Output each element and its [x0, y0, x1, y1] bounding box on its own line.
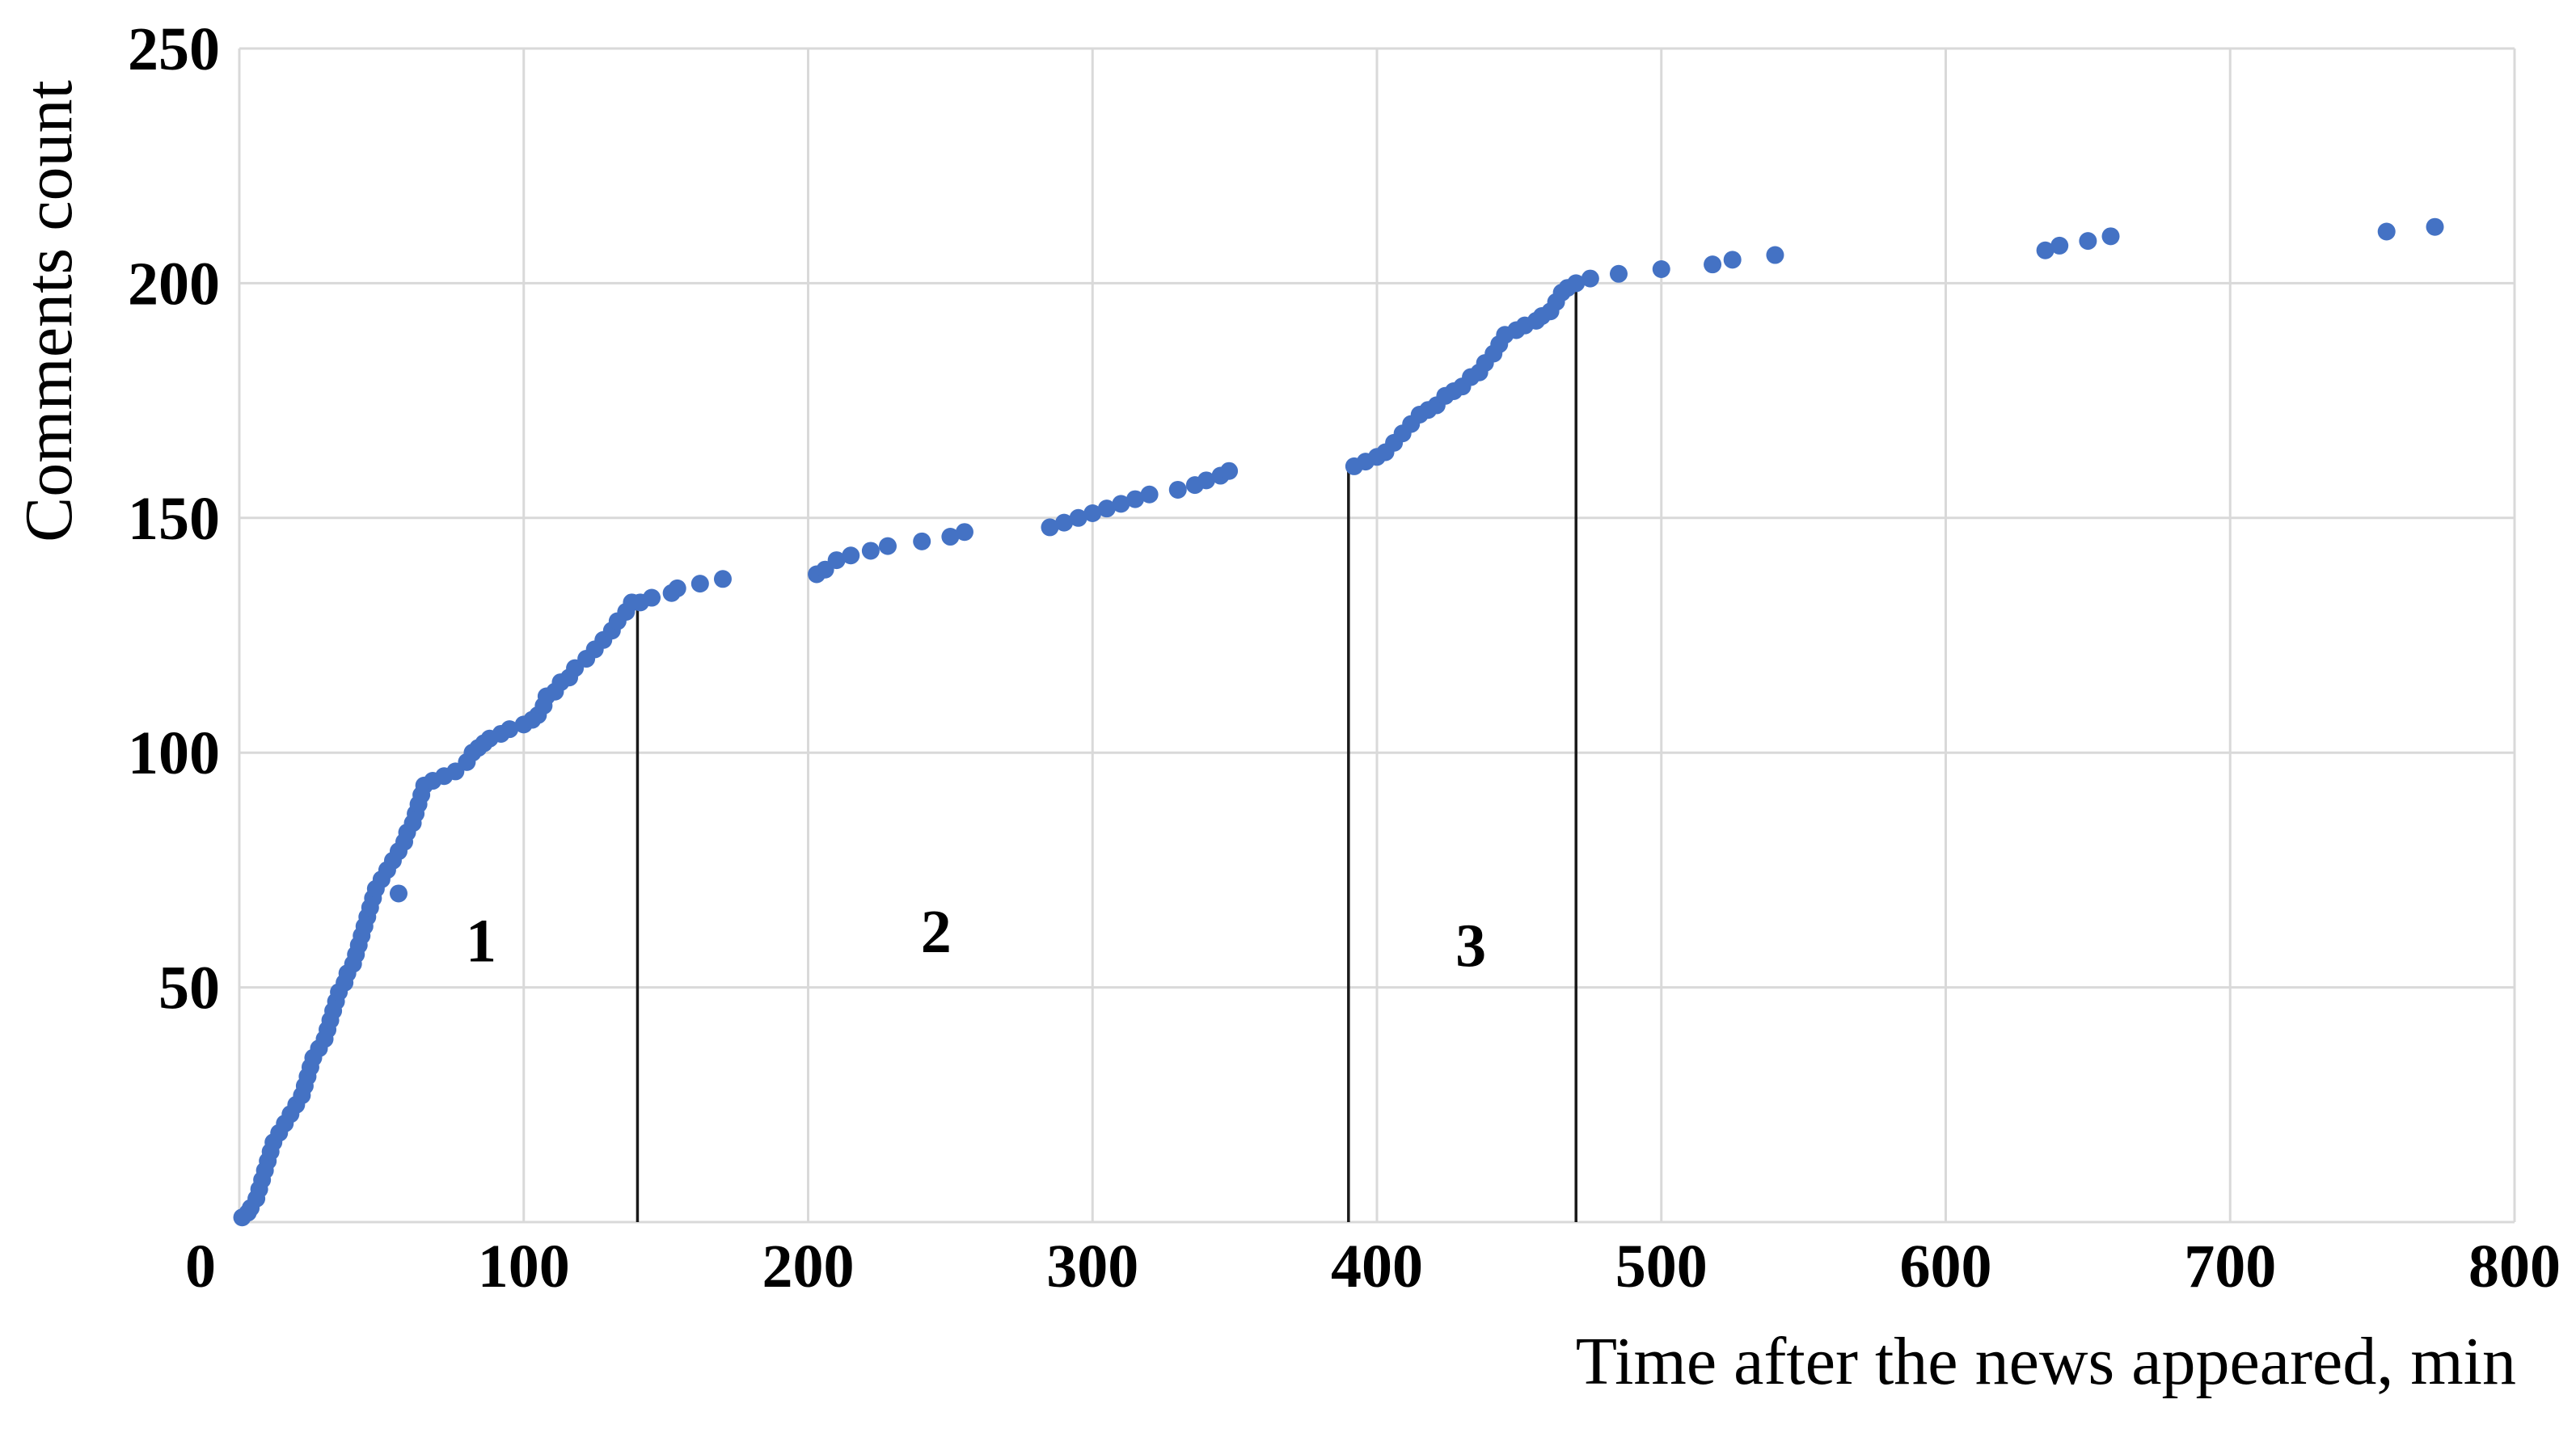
- data-point: [2050, 236, 2069, 255]
- y-tick-label-250: 250: [128, 15, 220, 83]
- data-point: [941, 528, 960, 546]
- data-point: [1220, 462, 1239, 480]
- x-tick-label-200: 200: [762, 1233, 855, 1300]
- data-point: [389, 884, 408, 903]
- data-point: [913, 532, 931, 550]
- data-point: [1083, 504, 1102, 522]
- data-point: [713, 570, 732, 588]
- data-point: [1609, 264, 1628, 283]
- data-point: [500, 720, 519, 739]
- grid-lines: [238, 47, 2516, 1224]
- data-point: [1652, 259, 1670, 278]
- x-tick-label-400: 400: [1331, 1233, 1423, 1300]
- data-point: [955, 523, 973, 542]
- data-point: [668, 579, 686, 597]
- tick-labels: 0 100 200 300 400 500 600 700 800 50 100 150 200 250: [128, 15, 2561, 1300]
- data-point: [1197, 471, 1215, 490]
- data-point: [1041, 518, 1059, 537]
- data-point: [1112, 495, 1130, 513]
- data-point: [878, 537, 897, 555]
- data-point: [690, 575, 709, 593]
- phase-labels: 1 2 3: [466, 898, 1486, 980]
- data-point: [1126, 490, 1145, 508]
- data-point: [2079, 232, 2097, 251]
- x-tick-label-0: 0: [185, 1233, 216, 1300]
- data-point: [1069, 508, 1087, 527]
- data-point: [861, 542, 880, 560]
- phase-label-2: 2: [921, 898, 952, 966]
- data-point: [2101, 227, 2120, 246]
- data-point: [1567, 274, 1586, 293]
- y-tick-label-200: 200: [128, 250, 220, 318]
- segment-boundaries: [636, 283, 1577, 1222]
- y-tick-label-150: 150: [128, 485, 220, 553]
- x-tick-label-500: 500: [1615, 1233, 1708, 1300]
- data-point: [1704, 255, 1722, 274]
- data-point: [1140, 485, 1159, 504]
- data-point: [1766, 246, 1784, 264]
- data-point: [827, 551, 846, 570]
- x-tick-label-100: 100: [478, 1233, 570, 1300]
- x-tick-label-600: 600: [1900, 1233, 1992, 1300]
- x-tick-label-700: 700: [2184, 1233, 2276, 1300]
- x-axis-title: Time after the news appeared, min: [1576, 1324, 2516, 1399]
- data-point: [842, 546, 860, 565]
- data-point: [1723, 251, 1742, 269]
- phase-label-1: 1: [466, 908, 496, 976]
- data-points: [233, 217, 2444, 1227]
- data-point: [2377, 222, 2396, 241]
- data-point: [1055, 513, 1074, 532]
- y-axis-title: Comments count: [11, 80, 87, 542]
- data-point: [1097, 500, 1116, 518]
- data-point: [1168, 480, 1187, 499]
- data-point: [643, 588, 661, 607]
- data-point: [2426, 217, 2444, 236]
- x-tick-label-300: 300: [1046, 1233, 1138, 1300]
- y-tick-label-50: 50: [158, 955, 220, 1022]
- x-tick-label-800: 800: [2468, 1233, 2561, 1300]
- data-point: [2036, 241, 2054, 259]
- y-tick-label-100: 100: [128, 719, 220, 787]
- phase-label-3: 3: [1455, 912, 1486, 980]
- data-point: [1581, 269, 1599, 288]
